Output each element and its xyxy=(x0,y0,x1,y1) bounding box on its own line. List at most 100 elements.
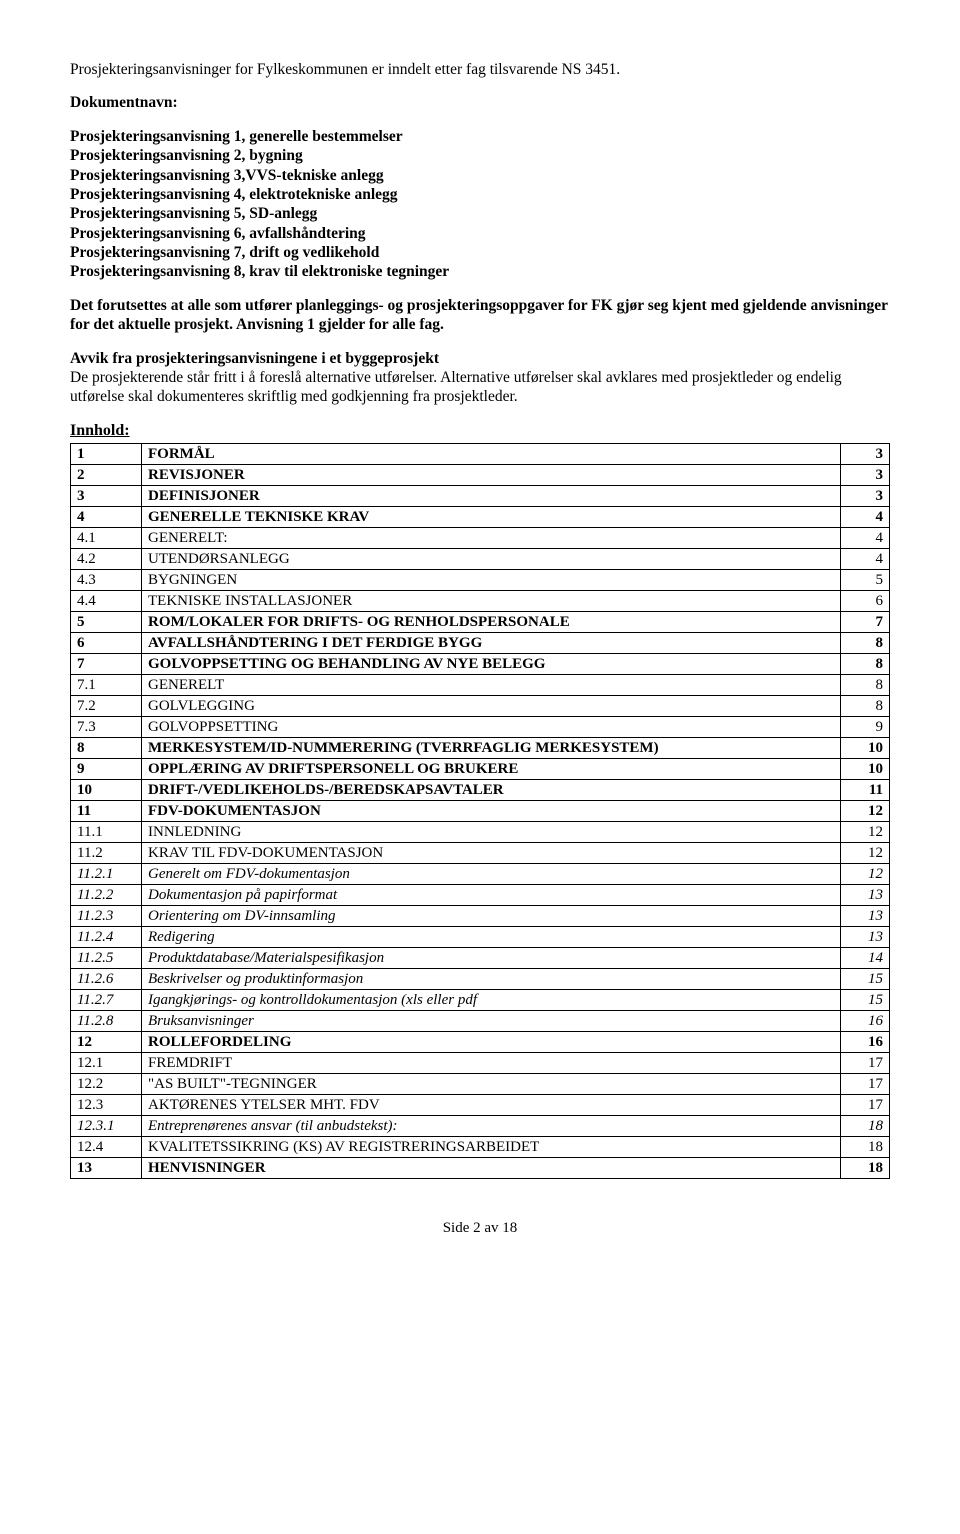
toc-title: GENERELLE TEKNISKE KRAV xyxy=(142,506,841,527)
avvik-heading: Avvik fra prosjekteringsanvisningene i e… xyxy=(70,350,439,367)
toc-page: 4 xyxy=(841,527,890,548)
toc-title: FORMÅL xyxy=(142,443,841,464)
toc-number: 11.2.2 xyxy=(71,884,142,905)
toc-number: 9 xyxy=(71,758,142,779)
avvik-paragraph: Avvik fra prosjekteringsanvisningene i e… xyxy=(70,349,890,407)
toc-number: 7.3 xyxy=(71,716,142,737)
toc-page: 8 xyxy=(841,674,890,695)
toc-number: 13 xyxy=(71,1157,142,1178)
toc-page: 4 xyxy=(841,548,890,569)
toc-page: 3 xyxy=(841,485,890,506)
toc-row: 12.1FREMDRIFT17 xyxy=(71,1052,890,1073)
toc-row: 12.3AKTØRENES YTELSER MHT. FDV17 xyxy=(71,1094,890,1115)
document-list-item: Prosjekteringsanvisning 5, SD-anlegg xyxy=(70,204,890,223)
toc-row: 8MERKESYSTEM/ID-NUMMERERING (TVERRFAGLIG… xyxy=(71,737,890,758)
toc-row: 13HENVISNINGER18 xyxy=(71,1157,890,1178)
toc-page: 13 xyxy=(841,926,890,947)
toc-row: 1FORMÅL3 xyxy=(71,443,890,464)
toc-page: 17 xyxy=(841,1073,890,1094)
toc-page: 8 xyxy=(841,632,890,653)
toc-number: 11.2.6 xyxy=(71,968,142,989)
toc-page: 12 xyxy=(841,842,890,863)
toc-row: 4.4TEKNISKE INSTALLASJONER6 xyxy=(71,590,890,611)
toc-number: 7.2 xyxy=(71,695,142,716)
toc-number: 4.3 xyxy=(71,569,142,590)
toc-title: OPPLÆRING AV DRIFTSPERSONELL OG BRUKERE xyxy=(142,758,841,779)
toc-number: 4.4 xyxy=(71,590,142,611)
avvik-body: De prosjekterende står fritt i å foreslå… xyxy=(70,369,842,405)
toc-row: 7.2GOLVLEGGING8 xyxy=(71,695,890,716)
toc-row: 11.2.8Bruksanvisninger16 xyxy=(71,1010,890,1031)
toc-title: Bruksanvisninger xyxy=(142,1010,841,1031)
toc-page: 10 xyxy=(841,758,890,779)
toc-number: 11.2.7 xyxy=(71,989,142,1010)
toc-title: ROM/LOKALER FOR DRIFTS- OG RENHOLDSPERSO… xyxy=(142,611,841,632)
toc-title: REVISJONER xyxy=(142,464,841,485)
document-list-item: Prosjekteringsanvisning 6, avfallshåndte… xyxy=(70,224,890,243)
toc-page: 10 xyxy=(841,737,890,758)
toc-row: 11.2.2Dokumentasjon på papirformat13 xyxy=(71,884,890,905)
toc-number: 4.1 xyxy=(71,527,142,548)
toc-title: GOLVLEGGING xyxy=(142,695,841,716)
toc-row: 2REVISJONER3 xyxy=(71,464,890,485)
toc-number: 4.2 xyxy=(71,548,142,569)
toc-page: 13 xyxy=(841,905,890,926)
toc-row: 11.2.6Beskrivelser og produktinformasjon… xyxy=(71,968,890,989)
toc-row: 12.4KVALITETSSIKRING (KS) AV REGISTRERIN… xyxy=(71,1136,890,1157)
toc-title: DEFINISJONER xyxy=(142,485,841,506)
toc-title: TEKNISKE INSTALLASJONER xyxy=(142,590,841,611)
toc-row: 11.2.1Generelt om FDV-dokumentasjon12 xyxy=(71,863,890,884)
toc-page: 18 xyxy=(841,1115,890,1136)
toc-number: 11.2.3 xyxy=(71,905,142,926)
toc-number: 1 xyxy=(71,443,142,464)
toc-row: 11.1INNLEDNING12 xyxy=(71,821,890,842)
toc-number: 4 xyxy=(71,506,142,527)
page-footer: Side 2 av 18 xyxy=(70,1219,890,1238)
documents-list: Prosjekteringsanvisning 1, generelle bes… xyxy=(70,127,890,282)
toc-page: 8 xyxy=(841,695,890,716)
toc-row: 4.1GENERELT:4 xyxy=(71,527,890,548)
toc-row: 12.3.1Entreprenørenes ansvar (til anbuds… xyxy=(71,1115,890,1136)
toc-number: 11.1 xyxy=(71,821,142,842)
toc-page: 13 xyxy=(841,884,890,905)
toc-page: 8 xyxy=(841,653,890,674)
note-paragraph: Det forutsettes at alle som utfører plan… xyxy=(70,296,890,335)
toc-page: 6 xyxy=(841,590,890,611)
toc-number: 11.2.5 xyxy=(71,947,142,968)
document-list-item: Prosjekteringsanvisning 3,VVS-tekniske a… xyxy=(70,166,890,185)
toc-page: 12 xyxy=(841,821,890,842)
document-list-item: Prosjekteringsanvisning 4, elektroteknis… xyxy=(70,185,890,204)
toc-title: Redigering xyxy=(142,926,841,947)
toc-page: 18 xyxy=(841,1157,890,1178)
toc-title: AKTØRENES YTELSER MHT. FDV xyxy=(142,1094,841,1115)
toc-row: 11FDV-DOKUMENTASJON12 xyxy=(71,800,890,821)
toc-page: 11 xyxy=(841,779,890,800)
toc-row: 3DEFINISJONER3 xyxy=(71,485,890,506)
toc-title: Beskrivelser og produktinformasjon xyxy=(142,968,841,989)
toc-row: 12.2"AS BUILT"-TEGNINGER17 xyxy=(71,1073,890,1094)
toc-number: 11 xyxy=(71,800,142,821)
toc-title: INNLEDNING xyxy=(142,821,841,842)
toc-number: 12 xyxy=(71,1031,142,1052)
toc-page: 16 xyxy=(841,1031,890,1052)
toc-page: 16 xyxy=(841,1010,890,1031)
toc-number: 6 xyxy=(71,632,142,653)
toc-title: FDV-DOKUMENTASJON xyxy=(142,800,841,821)
toc-number: 11.2 xyxy=(71,842,142,863)
document-list-item: Prosjekteringsanvisning 2, bygning xyxy=(70,146,890,165)
toc-title: GOLVOPPSETTING OG BEHANDLING AV NYE BELE… xyxy=(142,653,841,674)
toc-title: DRIFT-/VEDLIKEHOLDS-/BEREDSKAPSAVTALER xyxy=(142,779,841,800)
toc-page: 4 xyxy=(841,506,890,527)
toc-page: 18 xyxy=(841,1136,890,1157)
toc-number: 7.1 xyxy=(71,674,142,695)
toc-title: HENVISNINGER xyxy=(142,1157,841,1178)
documents-label: Dokumentnavn: xyxy=(70,93,890,112)
toc-page: 17 xyxy=(841,1094,890,1115)
toc-number: 5 xyxy=(71,611,142,632)
toc-row: 11.2.3Orientering om DV-innsamling13 xyxy=(71,905,890,926)
toc-title: BYGNINGEN xyxy=(142,569,841,590)
toc-row: 11.2.7Igangkjørings- og kontrolldokument… xyxy=(71,989,890,1010)
toc-page: 3 xyxy=(841,443,890,464)
document-list-item: Prosjekteringsanvisning 1, generelle bes… xyxy=(70,127,890,146)
toc-title: Entreprenørenes ansvar (til anbudstekst)… xyxy=(142,1115,841,1136)
